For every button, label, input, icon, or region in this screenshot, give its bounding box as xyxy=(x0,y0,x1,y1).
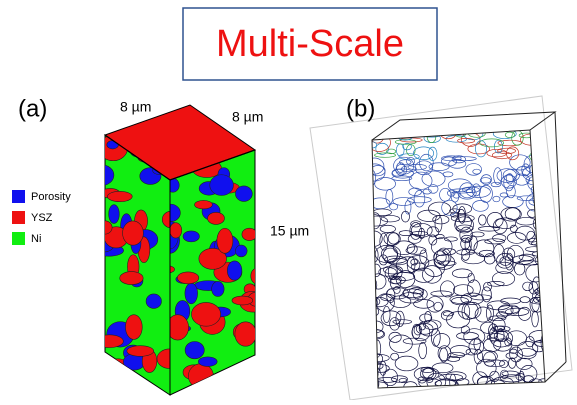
microstructure-block xyxy=(90,105,266,400)
phase-blob xyxy=(103,385,122,397)
phase-blob xyxy=(198,357,217,367)
figure-page: Multi-Scale (a) 8 µm 8 µm 15 µm Porosity… xyxy=(0,0,577,400)
phase-blob xyxy=(146,294,161,308)
legend-label: YSZ xyxy=(31,212,53,224)
phase-blob xyxy=(235,245,247,257)
phase-blob xyxy=(109,205,120,224)
phase-blob xyxy=(208,212,225,224)
dimension-label: 8 µm xyxy=(120,99,151,115)
phase-blob xyxy=(235,186,252,202)
phase-blob xyxy=(125,315,142,340)
legend-swatch xyxy=(12,211,25,224)
phase-blob xyxy=(107,191,132,201)
phase-blob xyxy=(232,296,253,305)
panel-label: (b) xyxy=(346,95,375,122)
phase-blob xyxy=(240,370,258,395)
dimension-label: 15 µm xyxy=(270,223,309,239)
phase-blob xyxy=(115,376,125,390)
legend-swatch xyxy=(12,232,25,245)
phase-blob xyxy=(235,322,256,346)
phase-blob xyxy=(217,228,233,253)
phase-blob xyxy=(242,228,257,240)
phase-blob xyxy=(212,281,224,296)
phase-blob xyxy=(185,341,204,358)
title: Multi-Scale xyxy=(216,23,404,65)
panel-label: (a) xyxy=(18,95,47,122)
figure: Multi-Scale (a) 8 µm 8 µm 15 µm Porosity… xyxy=(0,0,577,400)
phase-blob xyxy=(90,165,114,186)
legend-label: Ni xyxy=(31,233,41,245)
phase-blob xyxy=(191,302,220,326)
legend-label: Porosity xyxy=(31,191,71,203)
phase-blob xyxy=(177,272,198,284)
phase-blob xyxy=(185,283,198,304)
phase-blob xyxy=(183,231,199,242)
dimension-label: 8 µm xyxy=(232,109,263,125)
phase-blob xyxy=(120,272,143,285)
phase-blob xyxy=(127,346,154,357)
phase-blob xyxy=(205,381,228,400)
phase-blob xyxy=(251,269,262,284)
legend: Porosity YSZ Ni xyxy=(12,190,71,245)
phase-blob xyxy=(195,200,213,209)
render-frame xyxy=(310,96,572,400)
phase-blob xyxy=(100,359,112,368)
legend-swatch xyxy=(12,190,25,203)
phase-blob xyxy=(123,221,144,245)
phase-blob xyxy=(170,223,182,238)
phase-blob xyxy=(95,335,123,348)
phase-blob xyxy=(227,261,242,280)
pore-loop xyxy=(528,379,543,391)
phase-blob xyxy=(210,175,234,196)
